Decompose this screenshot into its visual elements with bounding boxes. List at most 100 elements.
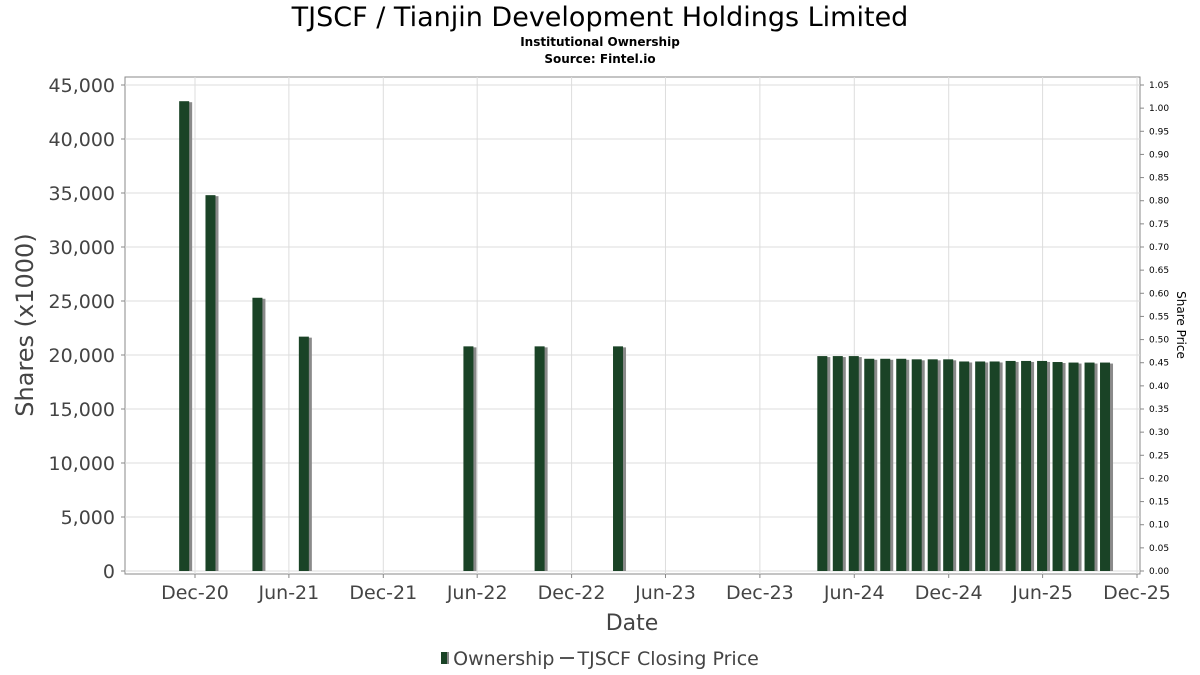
bar-fill (880, 358, 891, 571)
price-legend-line (560, 657, 575, 659)
bar-fill (1068, 362, 1079, 571)
x-tick-label: Jun-22 (446, 582, 508, 604)
bar (1052, 362, 1066, 571)
legend: Ownership TJSCF Closing Price (0, 648, 1200, 670)
bar (975, 361, 989, 571)
bar-fill (975, 361, 986, 571)
bar (1021, 360, 1035, 571)
left-y-axis: 0 5,000 10,000 15,000 20,000 25,000 30,000 35,0… (49, 75, 125, 583)
bar (927, 359, 941, 571)
bar (943, 359, 957, 571)
bar (864, 358, 878, 571)
y-axis-label: Shares (x1000) (11, 233, 39, 416)
y2-axis-label: Share Price (1174, 291, 1188, 359)
y2-tick-label: 0.90 (1149, 150, 1169, 160)
bar-fill (298, 336, 309, 571)
bar (463, 346, 477, 571)
bar (613, 346, 627, 571)
bar-fill (1052, 362, 1063, 571)
bar-fill (896, 358, 907, 571)
x-tick-label: Dec-20 (161, 582, 229, 604)
y2-tick-label: 0.50 (1149, 336, 1169, 346)
x-axis-label: Date (606, 611, 659, 636)
bar-fill (1084, 362, 1095, 571)
bar-fill (252, 297, 263, 571)
bar-fill (179, 101, 190, 571)
chart-title: TJSCF / Tianjin Development Holdings Lim… (291, 2, 909, 33)
bar (817, 356, 831, 571)
x-tick-label: Dec-24 (915, 582, 983, 604)
bar (848, 356, 862, 571)
x-tick-label: Dec-21 (349, 582, 417, 604)
ownership-chart: 0 5,000 10,000 15,000 20,000 25,000 30,000 35,0… (11, 75, 1188, 636)
y2-tick-label: 0.70 (1149, 243, 1169, 253)
y2-tick-label: 0.10 (1149, 521, 1169, 531)
y-tick-label: 0 (103, 561, 115, 583)
x-axis: Dec-20 Jun-21 Dec-21 Jun-22 Dec-22 Jun-23 Dec-… (161, 574, 1171, 604)
bar (1068, 362, 1082, 571)
y-tick-label: 35,000 (49, 183, 115, 205)
bar (959, 361, 973, 571)
x-tick-label: Dec-23 (726, 582, 794, 604)
y-tick-label: 25,000 (49, 291, 115, 313)
bar-fill (943, 359, 954, 571)
bar-fill (1100, 362, 1111, 571)
x-tick-label: Dec-22 (538, 582, 606, 604)
bar-fill (864, 358, 875, 571)
right-y-axis: 0.00 0.05 0.10 0.15 0.20 0.25 0.30 0.35 0.40 0.45… (1140, 81, 1169, 577)
x-tick-label: Jun-24 (823, 582, 885, 604)
y2-tick-label: 0.30 (1149, 428, 1169, 438)
bar-fill (1005, 360, 1016, 571)
y-tick-label: 40,000 (49, 129, 115, 151)
bar-fill (832, 356, 843, 571)
bar (179, 101, 193, 571)
bar (1100, 362, 1114, 571)
y2-tick-label: 0.85 (1149, 174, 1169, 184)
bar (911, 359, 925, 571)
bar (880, 358, 894, 571)
y2-tick-label: 0.65 (1149, 266, 1169, 276)
bars (179, 101, 1114, 571)
bar-fill (613, 346, 624, 571)
bar-fill (959, 361, 970, 571)
y-tick-label: 30,000 (49, 237, 115, 259)
y-tick-label: 15,000 (49, 399, 115, 421)
y2-tick-label: 0.35 (1149, 405, 1169, 415)
y2-tick-label: 0.95 (1149, 127, 1169, 137)
x-tick-label: Dec-25 (1103, 582, 1171, 604)
bar-fill (848, 356, 859, 571)
bar-fill (911, 359, 922, 571)
chart-source: Source: Fintel.io (544, 52, 656, 66)
bar-fill (1021, 360, 1032, 571)
y2-tick-label: 0.05 (1149, 544, 1169, 554)
bar-fill (463, 346, 474, 571)
legend-price: TJSCF Closing Price (577, 648, 759, 670)
y2-tick-label: 0.75 (1149, 220, 1169, 230)
y2-tick-label: 0.80 (1149, 197, 1169, 207)
x-tick-label: Jun-25 (1011, 582, 1073, 604)
x-tick-label: Jun-23 (634, 582, 696, 604)
bar-fill (927, 359, 938, 571)
y2-tick-label: 0.55 (1149, 312, 1169, 322)
bar (1037, 360, 1051, 571)
bar (534, 346, 548, 571)
bar-fill (989, 361, 1000, 571)
bar (252, 297, 266, 571)
bar (1084, 362, 1098, 571)
y2-tick-label: 0.15 (1149, 498, 1169, 508)
y2-tick-label: 0.40 (1149, 382, 1169, 392)
y-tick-label: 45,000 (49, 75, 115, 97)
bar (832, 356, 846, 571)
y2-tick-label: 0.60 (1149, 289, 1169, 299)
y-tick-label: 20,000 (49, 345, 115, 367)
bar-fill (205, 195, 216, 571)
y2-tick-label: 1.05 (1149, 81, 1169, 91)
bar (896, 358, 910, 571)
x-tick-label: Jun-21 (258, 582, 320, 604)
y2-tick-label: 0.45 (1149, 359, 1169, 369)
y2-tick-label: 1.00 (1149, 104, 1169, 114)
chart-subtitle: Institutional Ownership (520, 35, 680, 49)
y2-tick-label: 0.20 (1149, 474, 1169, 484)
legend-ownership: Ownership (453, 648, 555, 670)
bar-fill (817, 356, 828, 571)
